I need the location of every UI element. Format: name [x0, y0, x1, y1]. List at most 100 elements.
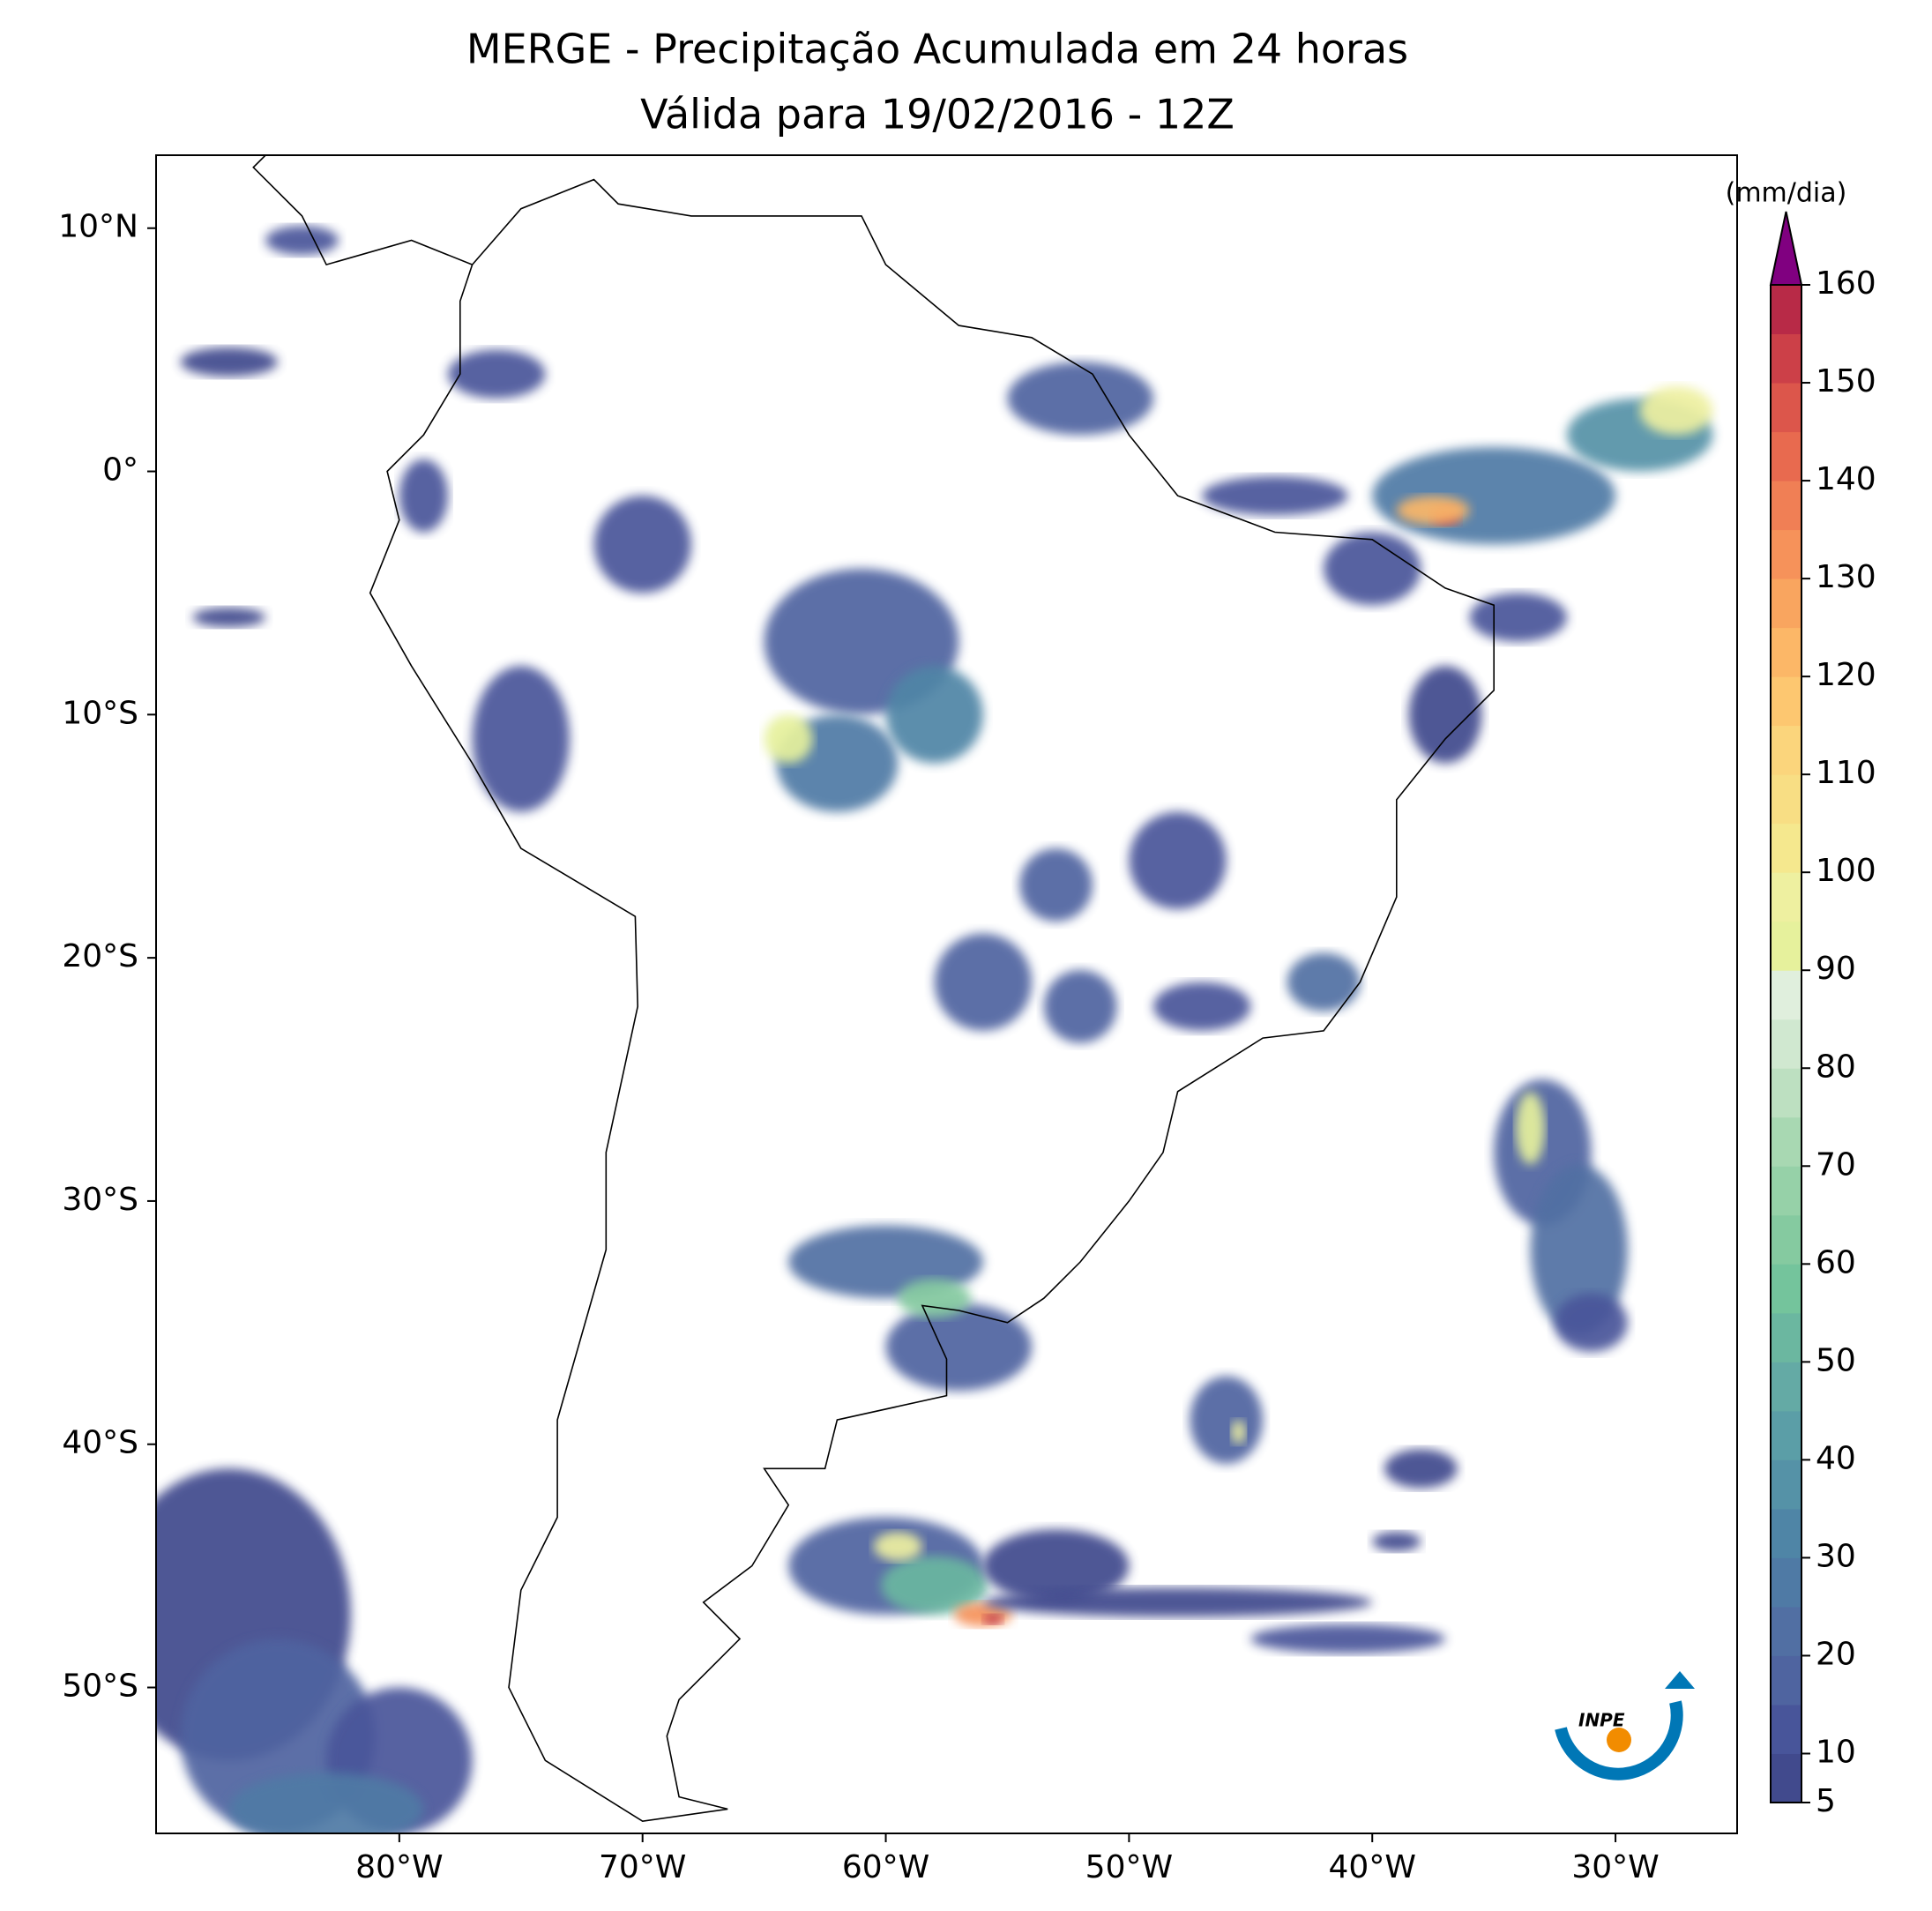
colorbar-swatch [1771, 970, 1801, 1020]
coastline [252, 155, 473, 266]
colorbar-tick-label: 130 [1816, 559, 1876, 595]
colorbar-swatch [1771, 1410, 1801, 1460]
precip-area [1515, 1091, 1546, 1165]
colorbar-tick-label: 40 [1816, 1440, 1856, 1476]
map-layer [156, 155, 1713, 1833]
colorbar-swatch [1771, 1704, 1801, 1754]
colorbar-swatch [1771, 627, 1801, 677]
logo-dot [1607, 1728, 1631, 1752]
colorbar-outline [1770, 285, 1802, 1803]
precip-area [1129, 811, 1227, 909]
precip-area [1231, 1420, 1246, 1444]
precip-area [1324, 532, 1421, 606]
precip-area [1639, 386, 1713, 436]
colorbar-tick-label: 120 [1816, 657, 1876, 693]
precip-area [982, 1614, 1003, 1624]
x-tick-label: 30°W [1571, 1849, 1659, 1885]
logo-text: INPE [1578, 1710, 1625, 1731]
colorbar-swatch [1771, 1508, 1801, 1558]
inpe-logo: INPE [1530, 1624, 1715, 1780]
precip-area [1384, 1449, 1458, 1489]
precip-area [881, 1556, 988, 1615]
logo-bg [1530, 1624, 1715, 1779]
precip-area [1555, 1293, 1628, 1352]
colorbar-swatch [1771, 823, 1801, 873]
colorbar-swatch [1771, 1606, 1801, 1656]
colorbar-tick-label: 50 [1816, 1342, 1856, 1378]
precip-area [1202, 476, 1348, 516]
colorbar-tick-label: 110 [1816, 755, 1876, 791]
precip-area [593, 496, 691, 593]
precip-area [1007, 362, 1153, 436]
colorbar-swatch [1771, 1116, 1801, 1167]
colorbar-swatch [1771, 1362, 1801, 1412]
logo-arrow [1665, 1671, 1695, 1689]
precip-area [1250, 1624, 1445, 1653]
colorbar-swatch [1771, 431, 1801, 481]
colorbar-tick-label: 160 [1816, 265, 1876, 302]
x-tick-label: 50°W [1085, 1849, 1173, 1885]
precip-area [934, 933, 1033, 1031]
colorbar-swatch [1771, 921, 1801, 971]
precip-area [982, 1529, 1130, 1602]
colorbar-swatch [1771, 1264, 1801, 1314]
y-tick-label: 30°S [62, 1182, 138, 1218]
y-tick-label: 20°S [62, 938, 138, 974]
colorbar-tick-label: 100 [1816, 853, 1876, 889]
precip-area [1152, 982, 1251, 1031]
colorbar-swatch [1771, 872, 1801, 922]
colorbar-swatch [1771, 676, 1801, 727]
precip-area [448, 349, 546, 399]
colorbar-swatch [1771, 774, 1801, 825]
colorbar-swatch [1771, 1068, 1801, 1118]
colorbar-tick-label: 20 [1816, 1636, 1856, 1672]
colorbar-swatch [1771, 1459, 1801, 1510]
colorbar-tick-label: 60 [1816, 1244, 1856, 1280]
precip-area [885, 1303, 1033, 1392]
colorbar-swatch [1771, 1312, 1801, 1362]
colorbar-tick-label: 30 [1816, 1538, 1856, 1574]
precip-area [898, 1279, 972, 1318]
coastline [369, 178, 1495, 1823]
colorbar-swatch [1771, 481, 1801, 531]
precip-area [180, 347, 278, 377]
precip-area [265, 225, 339, 256]
precip-area [1190, 1376, 1264, 1464]
precip-area [1043, 969, 1117, 1043]
y-tick-label: 10°S [62, 695, 138, 731]
precip-area [472, 666, 570, 812]
precip-area [228, 1773, 424, 1833]
x-tick-label: 70°W [599, 1849, 686, 1885]
precip-area [192, 607, 266, 628]
colorbar-swatch [1771, 1019, 1801, 1069]
precip-area [982, 1587, 1373, 1617]
colorbar-swatch [1771, 333, 1801, 384]
colorbar-swatch [1771, 1166, 1801, 1216]
colorbar-swatch [1771, 383, 1801, 433]
precip-area [1372, 1532, 1421, 1552]
precip-area [1469, 593, 1567, 642]
colorbar-tick-label: 80 [1816, 1049, 1856, 1085]
colorbar-tick-label: 70 [1816, 1146, 1856, 1183]
y-tick-label: 40°S [62, 1425, 138, 1461]
colorbar-tick-label: 150 [1816, 363, 1876, 399]
colorbar-swatch [1771, 285, 1801, 335]
colorbar-swatch [1771, 725, 1801, 775]
precip-area [1408, 666, 1482, 764]
colorbar-swatch [1771, 1557, 1801, 1608]
precip-area [1396, 496, 1470, 526]
map-subtitle: Válida para 19/02/2016 - 12Z [640, 91, 1235, 138]
colorbar-extend [1769, 211, 1803, 286]
map-title: MERGE - Precipitação Acumulada em 24 hor… [466, 26, 1408, 73]
x-tick-label: 80°W [355, 1849, 443, 1885]
colorbar-swatch [1771, 579, 1801, 629]
y-tick-label: 10°N [58, 209, 138, 245]
colorbar-tick-label: 10 [1816, 1734, 1856, 1770]
precip-area [885, 666, 983, 764]
precip-area [399, 459, 449, 533]
colorbar-swatch [1771, 1753, 1801, 1803]
colorbar-tick-label: 90 [1816, 951, 1856, 987]
precip-area [1372, 446, 1616, 545]
